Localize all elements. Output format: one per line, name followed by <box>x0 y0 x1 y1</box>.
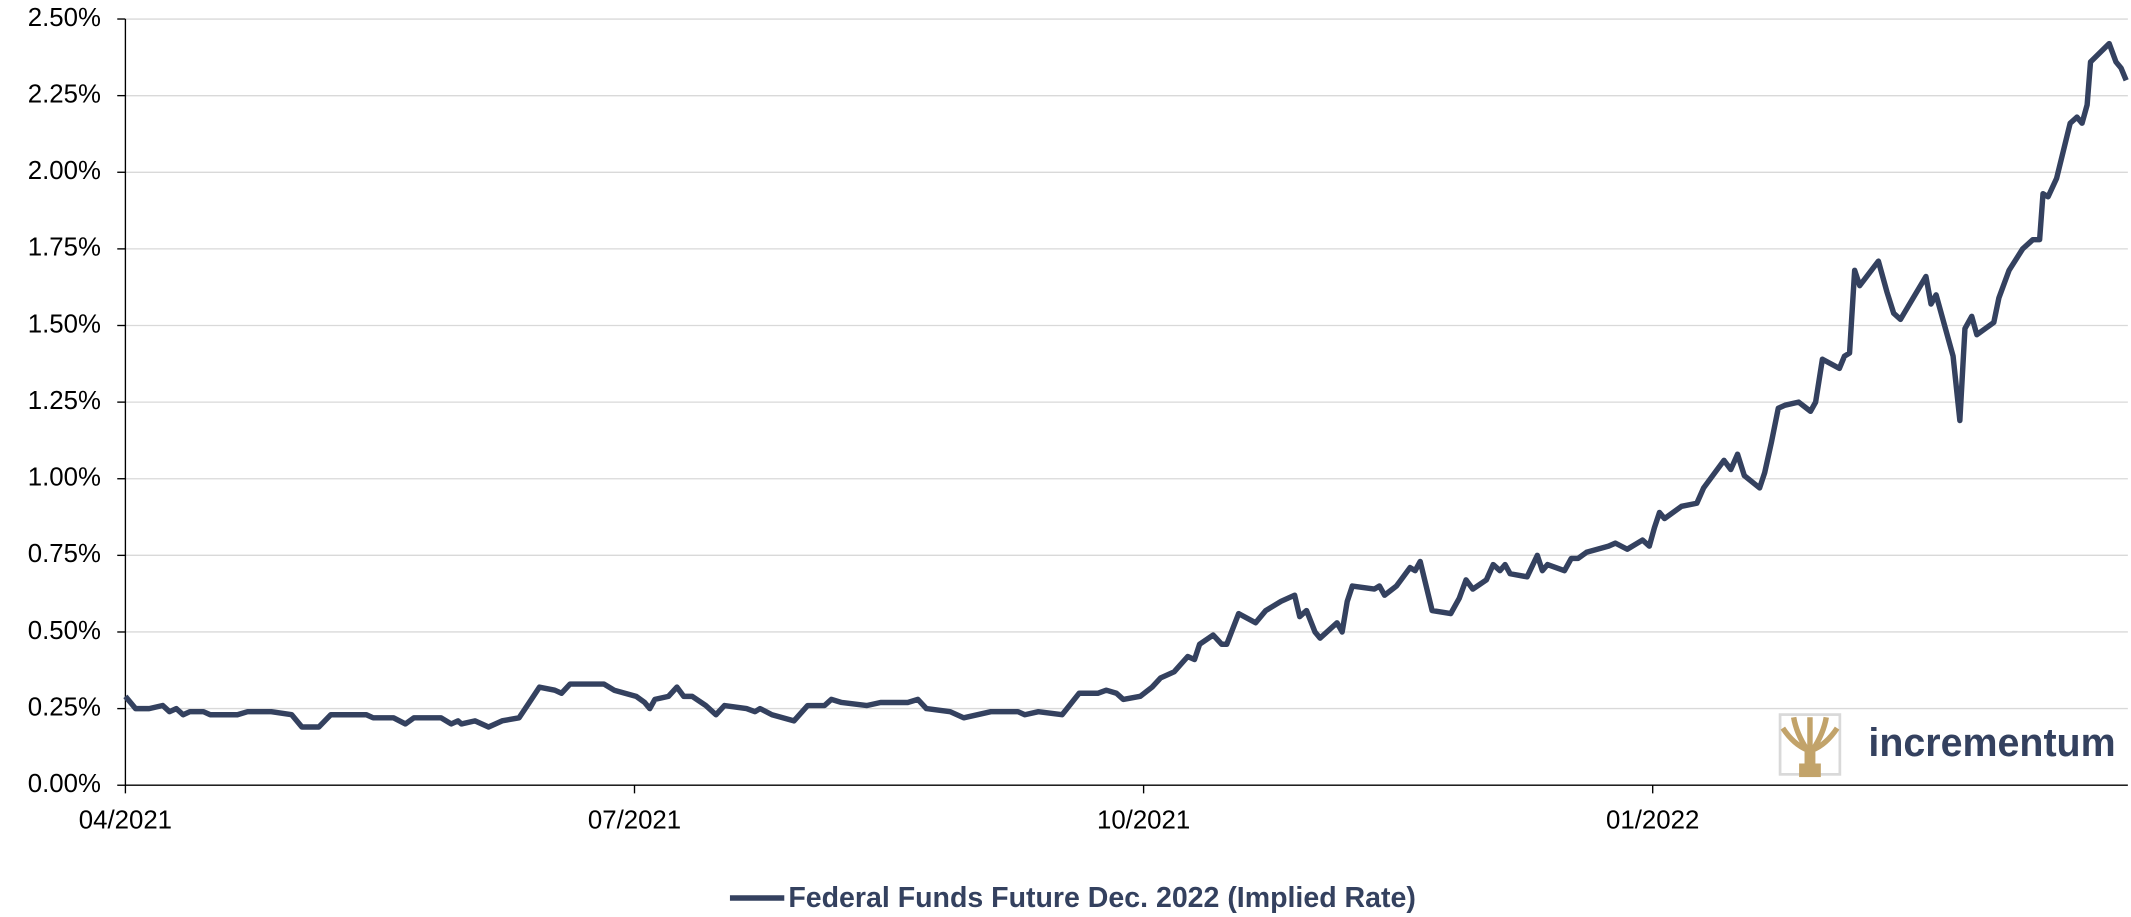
y-tick-label: 0.50% <box>28 617 101 645</box>
x-tick-label: 10/2021 <box>1097 807 1190 835</box>
y-tick-label: 0.75% <box>28 540 101 568</box>
y-tick-label: 1.75% <box>28 234 101 262</box>
y-tick-label: 2.00% <box>28 157 101 185</box>
legend-label: Federal Funds Future Dec. 2022 (Implied … <box>788 882 1415 914</box>
watermark: incrementum <box>1868 721 2115 765</box>
y-tick-label: 1.25% <box>28 387 101 415</box>
logo-tree <box>1780 716 1840 775</box>
x-tick-label: 04/2021 <box>79 807 172 835</box>
series-line <box>123 40 2129 730</box>
y-tick-label: 0.25% <box>28 693 101 721</box>
x-tick-label: 07/2021 <box>588 807 681 835</box>
y-tick-label: 1.50% <box>28 310 101 338</box>
y-tick-label: 2.25% <box>28 80 101 108</box>
y-tick-label: 1.00% <box>28 464 101 492</box>
x-tick-label: 01/2022 <box>1606 807 1699 835</box>
logo-trunk <box>1799 763 1821 778</box>
logo-icon <box>1778 713 1842 778</box>
y-tick-label: 0.00% <box>28 770 101 798</box>
y-tick-label: 2.50% <box>28 4 101 32</box>
